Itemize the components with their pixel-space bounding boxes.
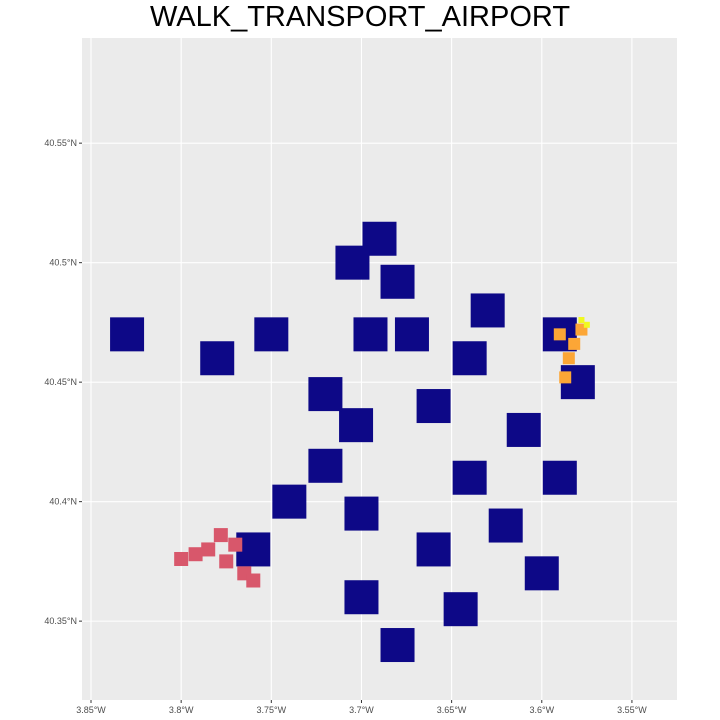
x-tick-label: 3.65°W: [437, 705, 467, 715]
grid-cell-mid: [246, 573, 261, 588]
x-tick-label: 3.7°W: [349, 705, 374, 715]
grid-cell-low: [452, 460, 487, 495]
y-tick-label: 40.55°N: [44, 138, 77, 148]
grid-cell-low: [308, 448, 343, 483]
cells-layer: [110, 221, 595, 663]
grid-cell-low: [416, 532, 451, 567]
grid-cell-low: [380, 264, 415, 299]
grid-cell-low: [488, 508, 523, 543]
grid-cell-low: [524, 556, 559, 591]
grid-cell-low: [344, 496, 379, 531]
x-tick-label: 3.55°W: [617, 705, 647, 715]
grid-cell-low: [353, 317, 388, 352]
grid-cell-high: [559, 371, 572, 384]
grid-cell-mid: [228, 537, 243, 552]
x-tick-label: 3.6°W: [529, 705, 554, 715]
grid-cell-low: [470, 293, 505, 328]
grid-cell-low: [416, 389, 451, 424]
grid-cell-high: [562, 352, 575, 365]
grid-cell-high: [568, 337, 581, 350]
grid-cell-mid: [213, 528, 228, 543]
grid-cell-mid: [174, 551, 189, 566]
grid-cell-low: [272, 484, 307, 519]
grid-cell-low: [254, 317, 289, 352]
grid-cell-mid: [188, 547, 203, 562]
grid-cell-low: [335, 245, 370, 280]
x-tick-label: 3.8°W: [169, 705, 194, 715]
grid-cell-low: [506, 412, 541, 447]
grid-cell-mid: [219, 554, 234, 569]
grid-cell-low: [394, 317, 429, 352]
x-tick-label: 3.75°W: [257, 705, 287, 715]
grid-cell-low: [443, 592, 478, 627]
grid-cell-high: [553, 328, 566, 341]
grid-cell-low: [200, 341, 235, 376]
grid-cell-low: [339, 408, 374, 443]
y-tick-label: 40.35°N: [44, 616, 77, 626]
grid-cell-mid: [201, 542, 216, 557]
grid-cell-low: [344, 580, 379, 615]
x-tick-label: 3.85°W: [76, 705, 106, 715]
y-tick-label: 40.45°N: [44, 377, 77, 387]
grid-cell-top: [583, 321, 590, 328]
grid-cell-low: [308, 377, 343, 412]
grid-cell-top: [578, 317, 585, 324]
grid-cell-low: [380, 628, 415, 663]
map-title: WALK_TRANSPORT_AIRPORT: [149, 1, 571, 33]
ticks-layer: 3.85°W 3.8°W 3.75°W 3.7°W 3.65°W 3.6°W 3.55°W 4…: [44, 138, 647, 715]
grid-cell-low: [110, 317, 145, 352]
y-tick-label: 40.4°N: [49, 497, 77, 507]
grid-cell-low: [542, 460, 577, 495]
grid-cell-low: [452, 341, 487, 376]
y-tick-label: 40.5°N: [49, 258, 77, 268]
